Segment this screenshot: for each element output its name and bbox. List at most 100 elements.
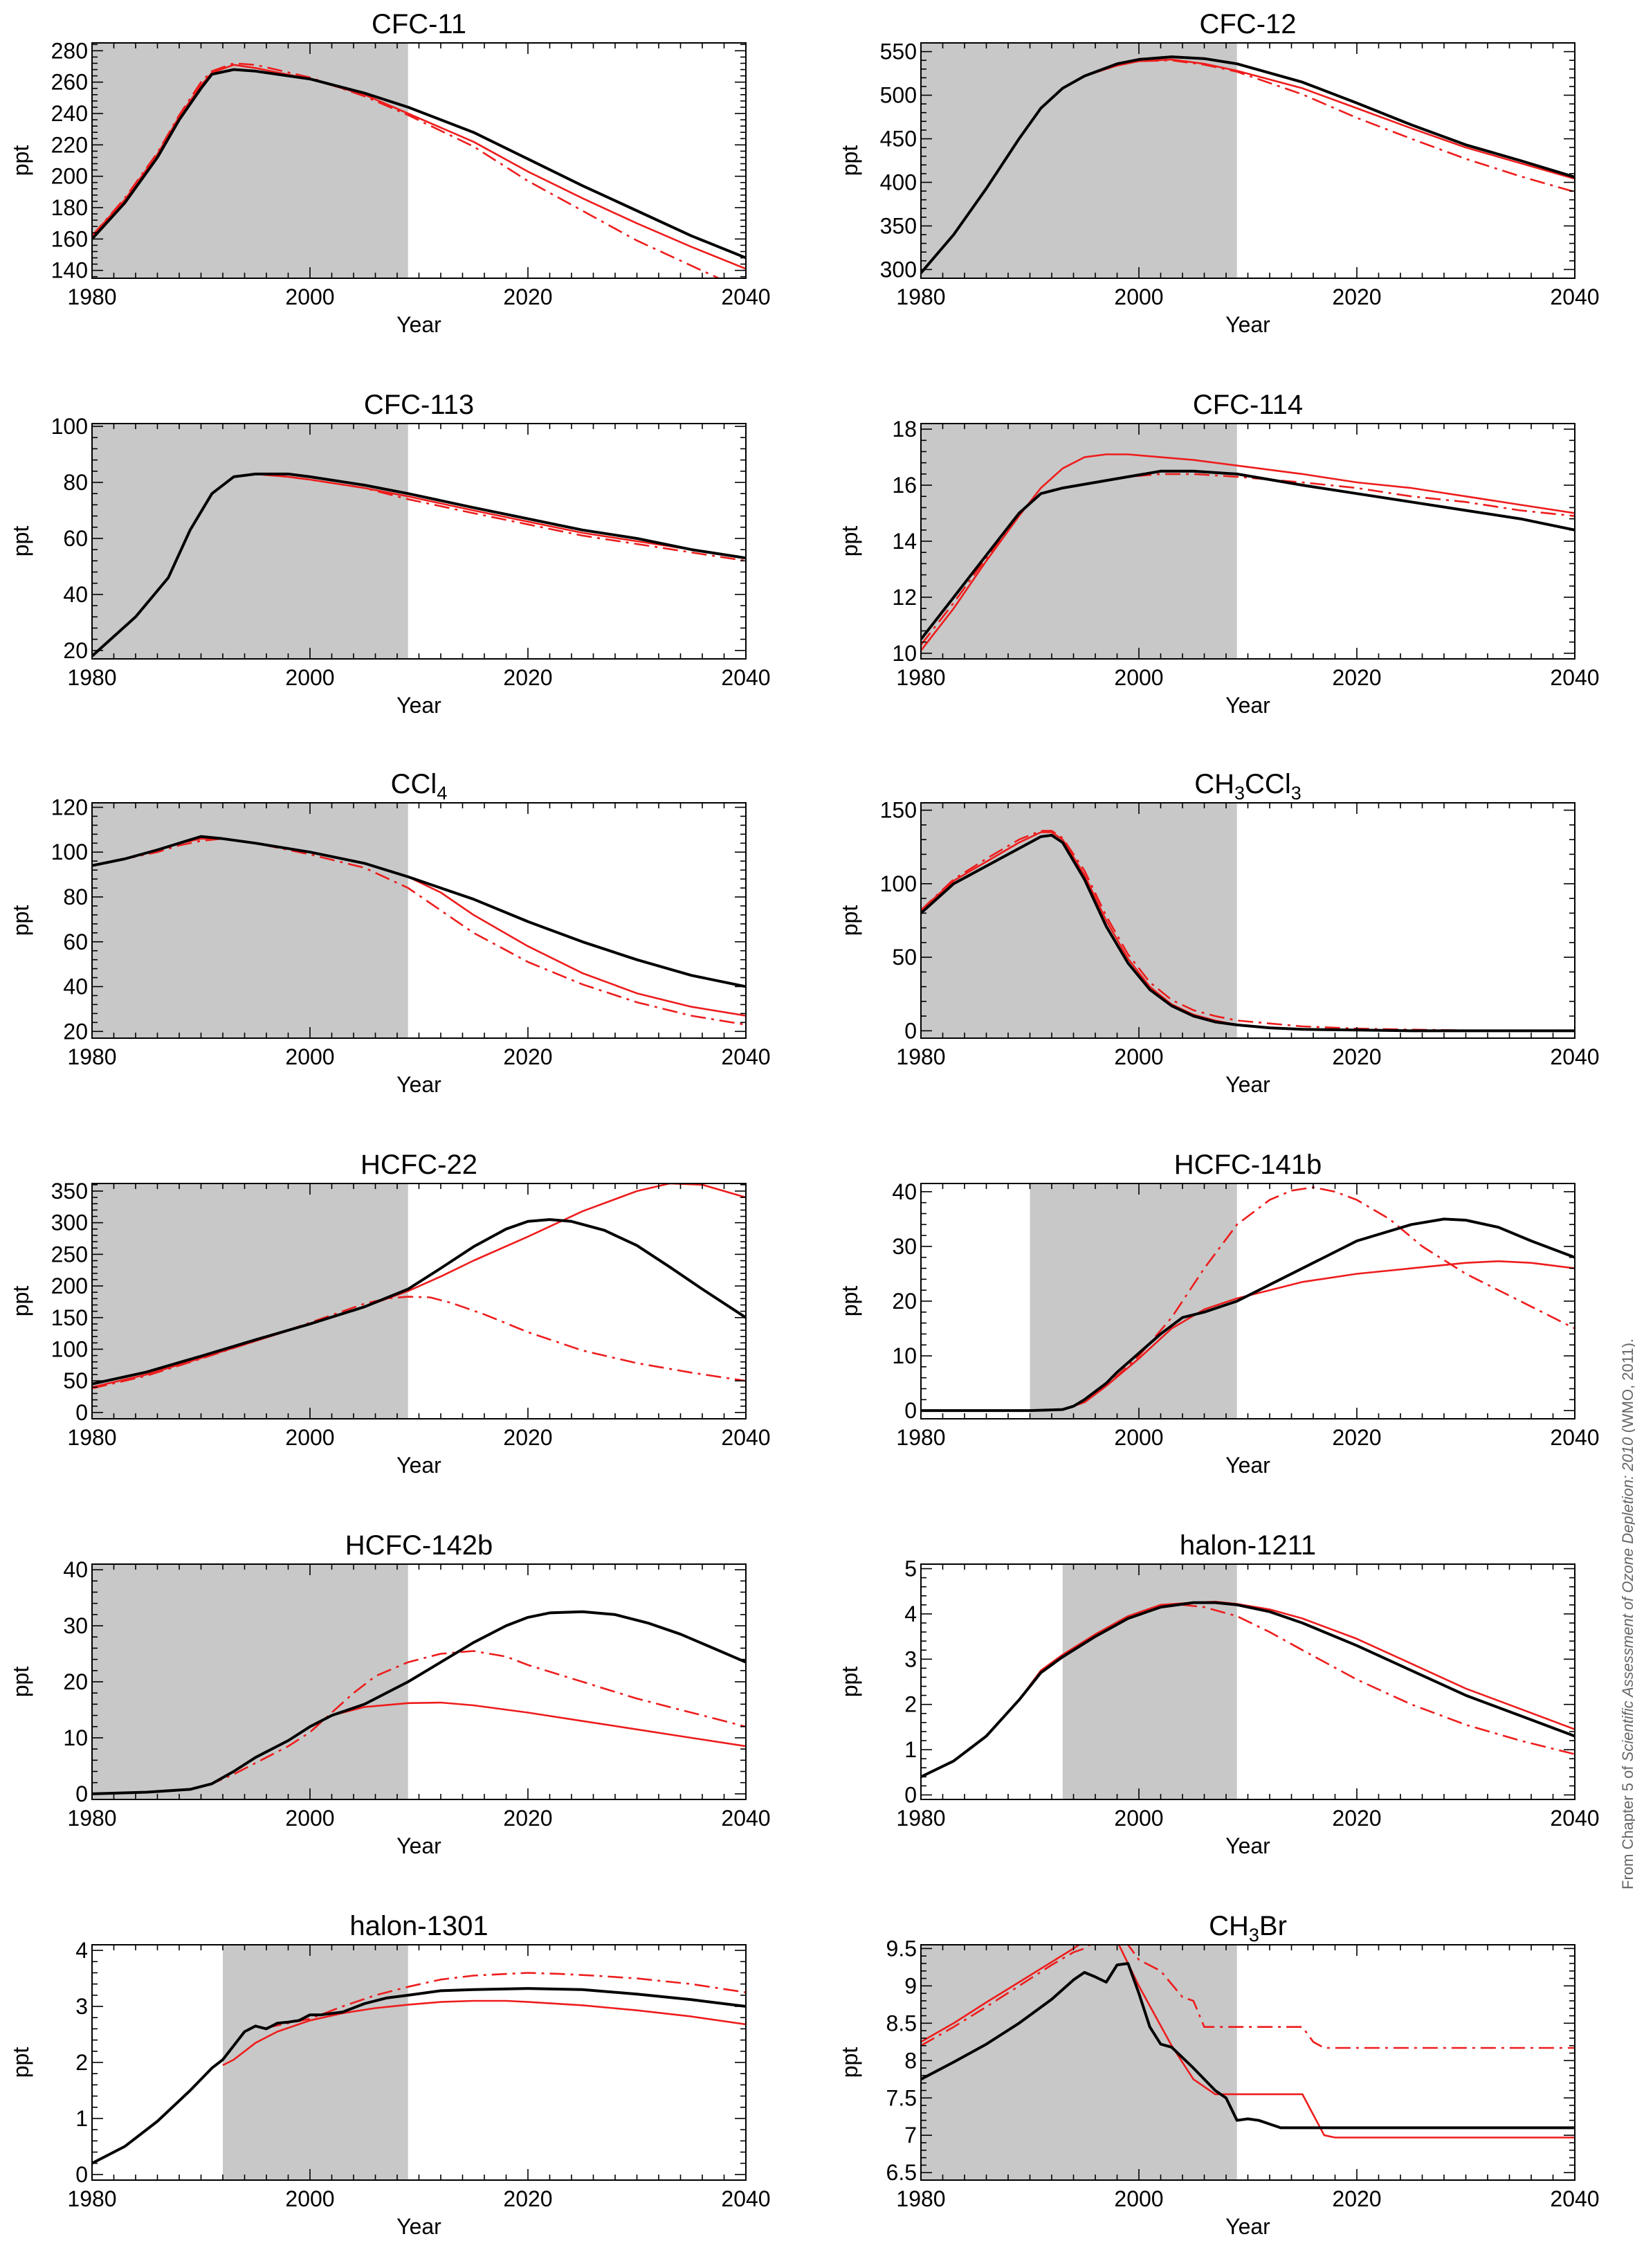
shaded-period [921, 803, 1237, 1038]
y-tick-label: 30 [892, 1234, 917, 1259]
shaded-period [1062, 1564, 1237, 1799]
x-axis-label: Year [1225, 2214, 1270, 2239]
y-tick-label: 2 [75, 2050, 88, 2075]
x-tick-label: 2040 [721, 1044, 770, 1069]
x-tick-label: 2020 [503, 2186, 552, 2211]
y-tick-label: 7 [904, 2123, 917, 2148]
y-tick-label: 16 [892, 473, 917, 498]
x-tick-label: 2040 [1550, 665, 1599, 690]
y-tick-label: 50 [892, 945, 917, 970]
shaded-period [92, 424, 408, 659]
x-tick-label: 2020 [503, 1425, 552, 1450]
x-tick-label: 2000 [1114, 1425, 1163, 1450]
x-tick-label: 2040 [1550, 1044, 1599, 1069]
chart-panel-9: 1980 2000 2020 2040 0 10 20 30 40 HCFC-142b Year pp… [8, 1530, 771, 1858]
y-tick-label: 0 [75, 1400, 88, 1425]
y-axis-label: ppt [8, 526, 33, 557]
x-tick-label: 2020 [1332, 284, 1381, 309]
x-tick-label: 2020 [1332, 1806, 1381, 1831]
y-tick-label: 1 [75, 2106, 88, 2131]
y-tick-label: 0 [904, 1782, 917, 1807]
chart-title: halon-1211 [1180, 1530, 1316, 1561]
shaded-period [921, 43, 1237, 278]
chart-title: CFC-114 [1193, 390, 1303, 420]
shaded-period [223, 1945, 408, 2180]
series-line-red-dashdot [921, 1186, 1575, 1412]
y-tick-label: 300 [51, 1210, 88, 1235]
x-tick-label: 2040 [1550, 1806, 1599, 1831]
y-tick-label: 160 [51, 226, 88, 251]
y-tick-label: 2 [904, 1692, 917, 1717]
y-tick-label: 400 [880, 170, 917, 194]
y-tick-label: 12 [892, 585, 917, 610]
x-tick-label: 2020 [503, 284, 552, 309]
x-tick-label: 2020 [1332, 665, 1381, 690]
y-tick-label: 250 [51, 1242, 88, 1267]
y-axis-label: ppt [837, 1286, 862, 1317]
shaded-period [92, 1564, 408, 1799]
x-tick-label: 1980 [896, 1806, 945, 1831]
x-axis-label: Year [1225, 312, 1270, 337]
chart-panel-12: 1980 2000 2020 2040 6.5 7 7.5 8 8.5 9 9.5 CH3Br Year… [837, 1911, 1600, 2239]
series-line-red-dashdot [92, 837, 746, 1026]
y-tick-label: 20 [63, 1019, 88, 1044]
series-line-red [921, 1260, 1575, 1412]
x-tick-label: 1980 [896, 665, 945, 690]
y-tick-label: 10 [892, 1343, 917, 1368]
y-tick-label: 550 [880, 39, 917, 64]
x-tick-label: 2020 [1332, 1425, 1381, 1450]
y-tick-label: 80 [63, 884, 88, 909]
y-tick-label: 80 [63, 470, 88, 495]
y-tick-label: 500 [880, 83, 917, 108]
y-axis-label: ppt [837, 526, 862, 557]
x-axis-label: Year [396, 2214, 441, 2239]
series-line-red [222, 1999, 746, 2067]
x-tick-label: 2000 [285, 1806, 334, 1831]
source-note-title: Scientific Assessment of Ozone Depletion… [1619, 1437, 1635, 1762]
series-line-black [92, 1987, 746, 2165]
shaded-period [1030, 1183, 1237, 1419]
y-tick-label: 3 [904, 1646, 917, 1671]
x-axis-label: Year [1225, 1833, 1270, 1858]
x-tick-label: 2000 [285, 1425, 334, 1450]
chart-title: halon-1301 [349, 1911, 488, 1941]
x-tick-label: 2000 [1114, 1044, 1163, 1069]
series-line-black [92, 472, 746, 657]
source-note-pre: From Chapter 5 of [1619, 1761, 1635, 1889]
x-tick-label: 2040 [721, 2186, 770, 2211]
shaded-period [921, 424, 1237, 659]
y-tick-label: 60 [63, 929, 88, 954]
y-axis-label: ppt [8, 1667, 33, 1698]
shaded-period [92, 1183, 408, 1419]
x-tick-label: 2020 [503, 1806, 552, 1831]
y-tick-label: 3 [75, 1994, 88, 2019]
x-tick-label: 2000 [285, 665, 334, 690]
chart-panel-7: 1980 2000 2020 2040 0 50 100 150 200 250 300 350 HCF… [8, 1150, 771, 1478]
x-tick-label: 1980 [67, 1044, 116, 1069]
y-tick-label: 100 [51, 1336, 88, 1361]
x-tick-label: 2040 [721, 1806, 770, 1831]
y-tick-label: 7.5 [886, 2085, 917, 2110]
y-tick-label: 40 [892, 1179, 917, 1204]
y-tick-label: 60 [63, 526, 88, 551]
plot-frame [920, 1563, 1575, 1800]
x-axis-label: Year [396, 1833, 441, 1858]
y-tick-label: 20 [63, 1669, 88, 1694]
chart-panel-11: 1980 2000 2020 2040 0 1 2 3 4 halon-1301 Year ppt [8, 1911, 771, 2239]
x-tick-label: 2000 [285, 1044, 334, 1069]
y-tick-label: 100 [51, 414, 88, 439]
x-tick-label: 2020 [1332, 2186, 1381, 2211]
chart-panel-5: 1980 2000 2020 204020406080100120CCl4Yearpp… [8, 769, 771, 1097]
x-tick-label: 1980 [896, 1425, 945, 1450]
plot-frame [920, 1183, 1575, 1419]
x-tick-label: 1980 [67, 1806, 116, 1831]
y-tick-label: 120 [51, 795, 88, 819]
y-tick-label: 220 [51, 132, 88, 157]
chart-panel-6: 1980 2000 2020 2040 0 50 100 150 CH3CCl3 Year ppt [837, 769, 1600, 1097]
chart-title: HCFC-142b [345, 1530, 493, 1561]
x-tick-label: 2040 [1550, 2186, 1599, 2211]
chart-panel-1: 1980 2000 2020 2040 140 160 180 200 220 240 260 280… [8, 9, 771, 337]
x-tick-label: 1980 [67, 2186, 116, 2211]
series-line-black [921, 469, 1575, 640]
y-tick-label: 350 [880, 213, 917, 238]
